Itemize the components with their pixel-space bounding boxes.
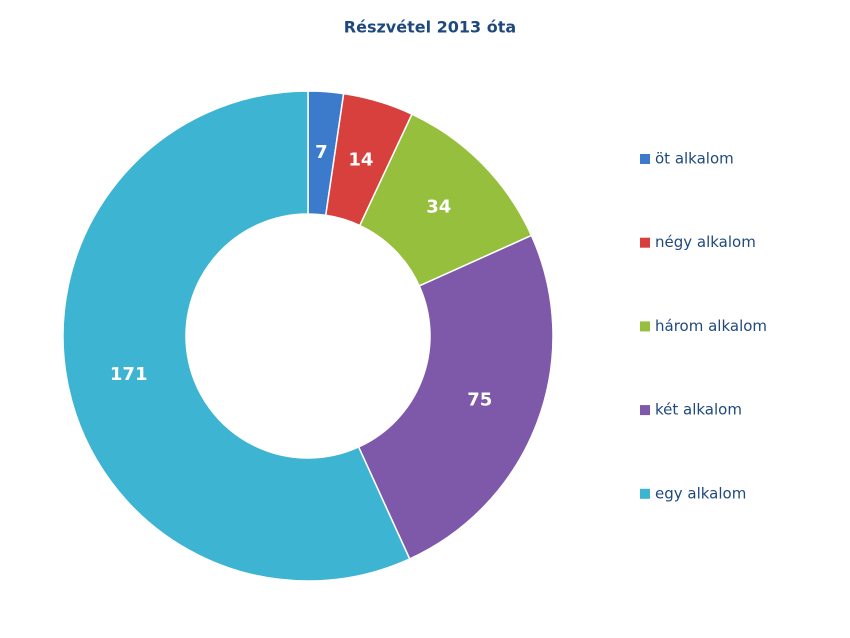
data-label: 7 (315, 142, 328, 163)
data-label: 14 (348, 149, 373, 170)
chart-title: Részvétel 2013 óta (344, 18, 516, 37)
legend-swatch (640, 405, 650, 416)
donut-segment (62, 90, 411, 582)
data-label: 75 (467, 390, 492, 411)
legend-label: öt alkalom (655, 150, 734, 168)
legend-swatch (640, 488, 650, 499)
legend-label: egy alkalom (655, 484, 746, 502)
data-label: 34 (426, 196, 451, 217)
legend-swatch (640, 237, 650, 248)
legend-label: két alkalom (655, 401, 742, 419)
legend-label: négy alkalom (655, 233, 756, 251)
legend-label: három alkalom (655, 317, 767, 335)
donut-segment (357, 234, 554, 560)
legend-swatch (640, 321, 650, 332)
data-label: 171 (110, 364, 148, 385)
legend-swatch (640, 154, 650, 164)
